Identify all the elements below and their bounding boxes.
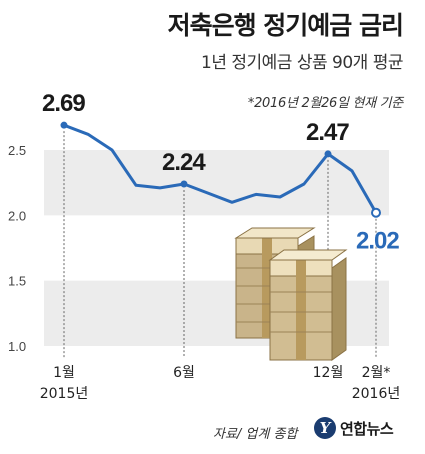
yonhap-logo: Y 연합뉴스 [314, 417, 394, 439]
rate-line [62, 123, 378, 215]
money-stack-illustration [234, 227, 348, 361]
data-label: 2.47 [306, 119, 349, 146]
chart-band [44, 150, 389, 216]
yonhap-logo-text: 연합뉴스 [340, 419, 394, 438]
page-title: 저축은행 정기예금 금리 [167, 11, 404, 40]
x-tick-month: 6월 [173, 365, 195, 381]
y-tick-label: 2.0 [8, 208, 26, 223]
x-axis-ticks: 1월 2015년 6월 12월 2월* 2016년 [40, 365, 401, 402]
x-tick-year: 2016년 [352, 386, 401, 402]
x-tick-month: 2월* [362, 365, 391, 381]
data-point-marker [371, 207, 381, 218]
yonhap-logo-mark: Y [314, 417, 336, 439]
source-credit: 자료/ 업계 종합 [213, 427, 298, 442]
date-note: *2016년 2월26일 현재 기준 [247, 96, 403, 111]
data-point-marker [180, 180, 188, 188]
chart-subtitle: 1년 정기예금 상품 90개 평균 [201, 53, 403, 73]
data-label: 2.02 [356, 228, 399, 255]
point-markers [60, 121, 381, 218]
data-labels: 2.69 2.24 2.47 2.02 [42, 90, 400, 255]
y-tick-label: 2.5 [8, 143, 26, 158]
x-tick-year: 2015년 [40, 386, 89, 402]
y-tick-label: 1.5 [8, 274, 26, 289]
data-point-marker [324, 150, 332, 158]
data-point-marker [60, 121, 68, 129]
y-axis-ticks: 1.0 1.5 2.0 2.5 [8, 143, 26, 354]
y-tick-label: 1.0 [8, 339, 26, 354]
x-tick-month: 12월 [313, 365, 344, 381]
data-label: 2.24 [162, 149, 206, 176]
data-label: 2.69 [42, 90, 85, 117]
x-tick-month: 1월 [53, 365, 75, 381]
